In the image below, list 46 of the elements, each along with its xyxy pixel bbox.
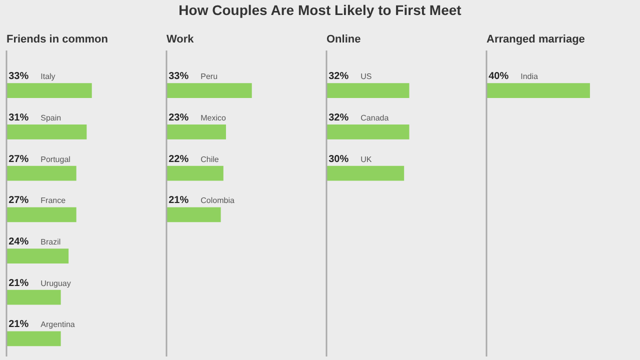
chart-title: Online (326, 34, 361, 46)
data-label: 32% (328, 71, 349, 82)
category-label: Italy (40, 72, 56, 82)
chart-title: Friends in common (6, 34, 108, 46)
data-label: 33% (8, 71, 29, 82)
category-label: Brazil (40, 237, 61, 246)
category-label: Canada (360, 113, 389, 122)
category-label: Argentina (40, 320, 75, 330)
text: How Couples Are Most Likely to First Meet (178, 1, 462, 20)
data-label: 32% (328, 112, 349, 124)
data-label: 24% (8, 236, 29, 248)
bar (6, 290, 61, 305)
category-label: Spain (40, 113, 62, 122)
bar (6, 207, 76, 222)
data-label: 21% (8, 278, 29, 289)
data-label: 21% (8, 319, 29, 330)
data-label: 40% (488, 71, 509, 82)
category-label: Chile (200, 154, 219, 164)
bar (166, 166, 224, 181)
category-label: India (520, 72, 538, 82)
bar (166, 124, 226, 140)
data-label: 21% (168, 195, 189, 206)
bar (6, 248, 69, 264)
bar (166, 83, 252, 98)
bar (6, 124, 87, 140)
bar (6, 331, 61, 346)
category-label: Mexico (200, 113, 226, 122)
category-label: Uruguay (40, 278, 71, 288)
category-label: UK (360, 154, 372, 164)
category-label: Colombia (200, 196, 234, 206)
bar (6, 166, 76, 181)
bar (6, 83, 92, 98)
data-label: 31% (8, 112, 29, 124)
data-label: 22% (168, 154, 189, 165)
data-label: 27% (8, 154, 29, 165)
data-label: 33% (168, 71, 189, 82)
chart-title: Work (166, 34, 195, 46)
chart-title: Arranged marriage (486, 34, 585, 46)
data-label: 27% (8, 195, 29, 206)
category-label: Peru (200, 72, 218, 82)
category-label: France (40, 196, 66, 206)
data-label: 30% (328, 154, 349, 165)
category-label: Portugal (40, 154, 70, 164)
bar (166, 207, 221, 222)
data-label: 23% (168, 112, 189, 124)
category-label: US (360, 72, 372, 82)
